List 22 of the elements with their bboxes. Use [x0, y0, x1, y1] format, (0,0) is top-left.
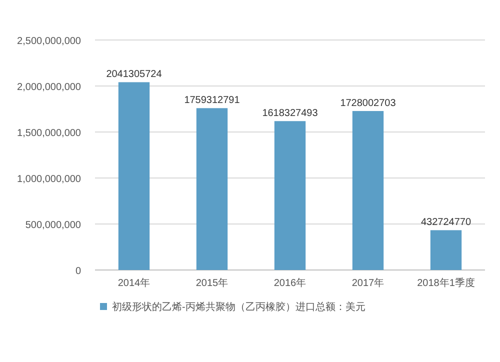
bar — [196, 108, 228, 270]
data-label: 1728002703 — [340, 98, 396, 110]
data-label: 1759312791 — [184, 95, 240, 106]
y-tick-label: 2,500,000,000 — [17, 36, 82, 47]
data-label: 1618327493 — [262, 108, 318, 120]
y-tick-label: 500,000,000 — [25, 220, 82, 231]
x-tick-label: 2016年 — [274, 277, 306, 289]
x-tick-label: 2015年 — [196, 277, 228, 289]
y-tick-label: 0 — [75, 266, 82, 277]
data-label: 2041305724 — [106, 69, 162, 80]
data-label: 432724770 — [420, 217, 472, 228]
x-tick-label: 2018年1季度 — [417, 277, 475, 289]
y-tick-label: 1,000,000,000 — [17, 174, 82, 185]
x-tick-label: 2014年 — [118, 277, 150, 289]
legend-label: 初级形状的乙烯-丙烯共聚物（乙丙橡胶）进口总额：美元 — [112, 301, 366, 313]
bar — [118, 82, 150, 270]
x-tick-label: 2017年 — [352, 277, 384, 289]
bar — [430, 230, 462, 270]
y-tick-label: 2,000,000,000 — [17, 82, 82, 93]
y-tick-label: 1,500,000,000 — [17, 128, 82, 139]
bar — [274, 121, 306, 270]
bar — [352, 111, 384, 270]
